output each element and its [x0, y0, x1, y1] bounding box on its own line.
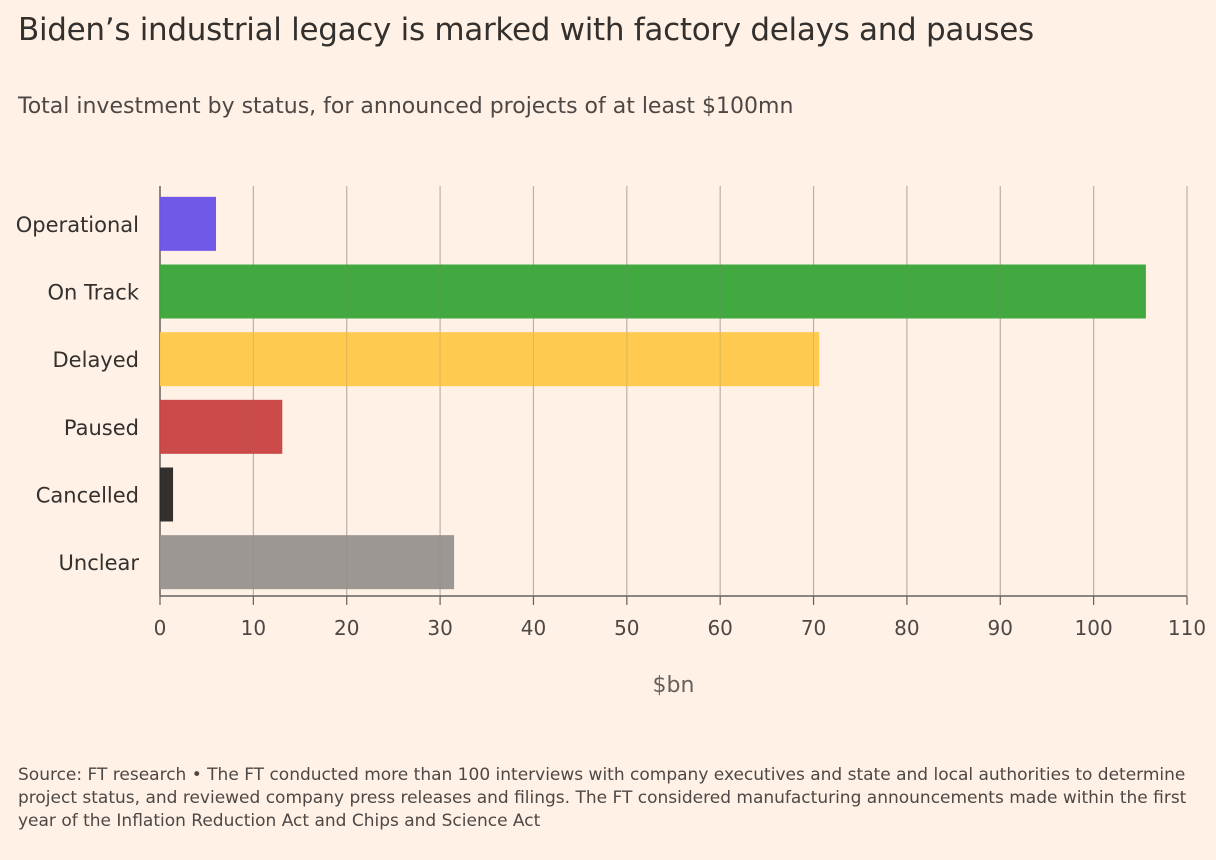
bar-chart: 0 10 20 30 40 50 60 70 80 90 100 110 $bn Operational… [16, 186, 1206, 698]
category-label: On Track [48, 281, 140, 305]
bar-paused [160, 399, 283, 454]
chart-subtitle: Total investment by status, for announce… [18, 94, 794, 119]
x-tick-label: 100 [1075, 616, 1113, 640]
category-label: Paused [64, 416, 139, 440]
x-tick-label: 20 [334, 616, 359, 640]
x-tick-label: 0 [154, 616, 167, 640]
category-label: Operational [16, 213, 139, 237]
x-tick-label: 30 [427, 616, 452, 640]
x-axis: 0 10 20 30 40 50 60 70 80 90 100 110 $bn [154, 595, 1206, 698]
chart-title: Biden’s industrial legacy is marked with… [18, 12, 1034, 48]
category-label: Unclear [59, 551, 140, 575]
source-note: Source: FT research • The FT conducted m… [18, 765, 1187, 831]
bars [160, 196, 1146, 590]
x-axis-title: $bn [653, 673, 695, 698]
bar-delayed [160, 332, 820, 387]
x-tick-label: 40 [521, 616, 546, 640]
x-tick-label: 80 [894, 616, 919, 640]
x-tick-label: 110 [1168, 616, 1206, 640]
bar-operational [160, 196, 217, 251]
x-tick-label: 10 [241, 616, 266, 640]
category-label: Cancelled [36, 484, 139, 508]
x-tick-label: 50 [614, 616, 639, 640]
x-tick-label: 90 [988, 616, 1013, 640]
x-tick-label: 70 [801, 616, 826, 640]
bar-on-track [160, 264, 1146, 319]
category-labels: Operational On Track Delayed Paused Cancelle… [16, 186, 1188, 596]
gridlines [159, 186, 1188, 596]
category-label: Delayed [53, 348, 139, 372]
x-tick-label: 60 [707, 616, 732, 640]
bar-unclear [160, 535, 455, 590]
bar-cancelled [160, 467, 174, 522]
